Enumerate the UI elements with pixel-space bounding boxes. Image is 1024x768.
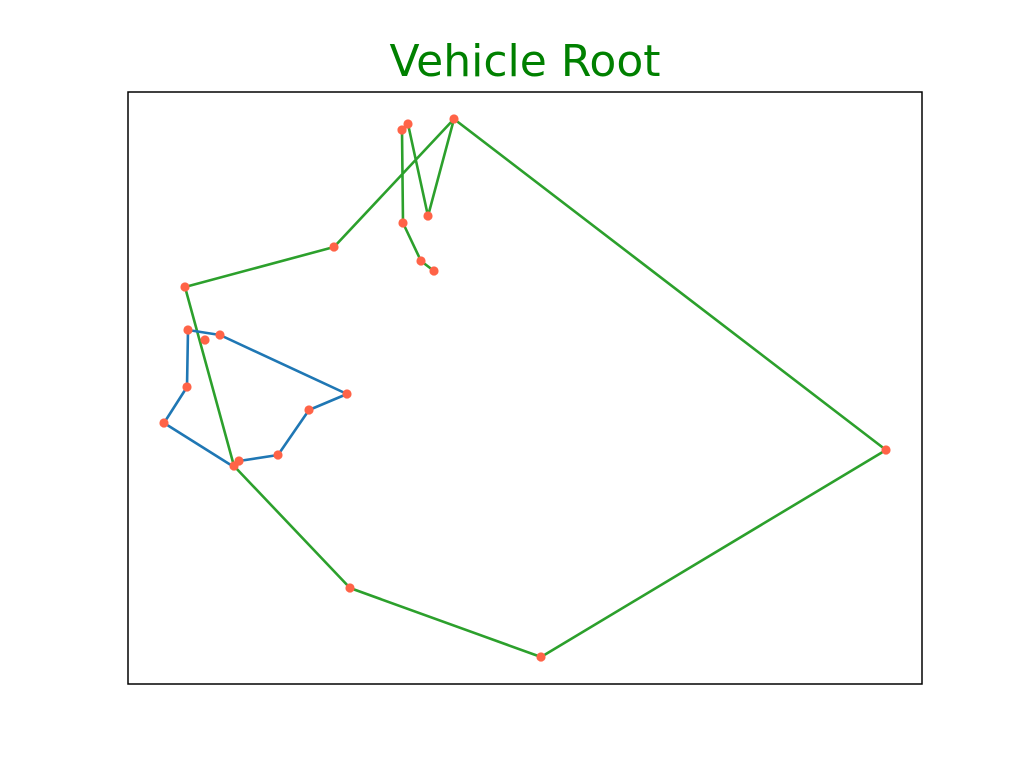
data-point [429, 266, 439, 276]
data-point [180, 282, 190, 292]
data-point [182, 382, 192, 392]
series-line-2 [162, 328, 349, 469]
data-point [449, 114, 459, 124]
data-point [398, 218, 408, 228]
data-point [881, 445, 891, 455]
series-layer [162, 117, 888, 659]
data-point [200, 335, 210, 345]
data-point [536, 652, 546, 662]
chart-title: Vehicle Root [389, 36, 661, 87]
data-point [329, 242, 339, 252]
data-point [273, 450, 283, 460]
data-point [304, 405, 314, 415]
data-point [342, 389, 352, 399]
data-point [423, 211, 433, 221]
data-point [215, 330, 225, 340]
data-point [397, 125, 407, 135]
data-point [234, 456, 244, 466]
plot-frame [127, 91, 923, 685]
data-point [345, 583, 355, 593]
data-point [416, 256, 426, 266]
data-point [403, 119, 413, 129]
data-point [183, 325, 193, 335]
data-point [159, 418, 169, 428]
series-line-1 [183, 117, 888, 659]
points-layer [159, 114, 891, 662]
